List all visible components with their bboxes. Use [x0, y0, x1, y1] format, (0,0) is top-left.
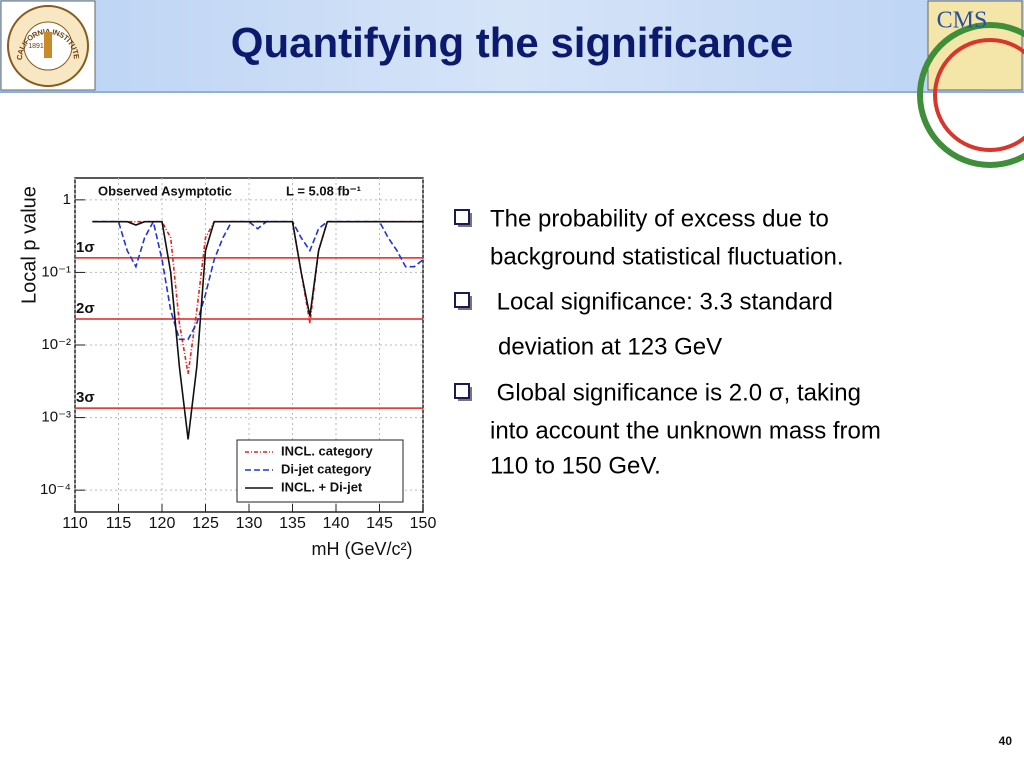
- bullet-text: Local significance: 3.3 standard: [490, 288, 833, 315]
- cms-logo: CMS: [917, 0, 1024, 168]
- sigma-label: 3σ: [76, 389, 95, 406]
- luminosity: L = 5.08 fb⁻¹: [286, 183, 361, 198]
- bullet-box: [454, 292, 470, 308]
- series-line: [92, 220, 423, 440]
- x-tick-label: 115: [106, 515, 132, 532]
- x-tick-label: 150: [410, 515, 437, 532]
- sigma-label: 1σ: [76, 239, 95, 256]
- chart: Observed Asymptotic L = 5.08 fb⁻¹ mH (Ge…: [18, 177, 437, 559]
- x-tick-label: 140: [323, 515, 350, 532]
- sigma-label: 2σ: [76, 300, 95, 317]
- legend-box: [236, 439, 404, 503]
- x-tick-label: 120: [149, 515, 176, 532]
- chart-annotation: Observed Asymptotic: [98, 183, 232, 198]
- legend-label: Di-jet category: [281, 461, 372, 476]
- x-tick-label: 130: [236, 515, 263, 532]
- y-tick-label: 10⁻¹: [41, 263, 71, 280]
- bullet-text: background statistical fluctuation.: [490, 243, 844, 270]
- y-tick-label: 10⁻⁴: [40, 481, 71, 498]
- y-tick-label: 10⁻³: [41, 409, 71, 426]
- bullet-text: 110 to 150 GeV.: [490, 452, 661, 479]
- bullet-text: The probability of excess due to: [490, 205, 829, 232]
- y-tick-label: 10⁻²: [41, 336, 71, 353]
- header-band: [0, 0, 1024, 92]
- bullet-box: [454, 209, 470, 225]
- logo-arc: [933, 38, 1024, 152]
- bullet-text: Global significance is 2.0 σ, taking: [490, 379, 861, 406]
- y-tick-label: 1: [63, 191, 71, 208]
- x-axis-label: mH (GeV/c²): [312, 539, 413, 559]
- x-tick-label: 135: [279, 515, 306, 532]
- bullet-list: The probability of excess due to backgrou…: [454, 205, 881, 479]
- legend-label: INCL. category: [281, 443, 374, 458]
- x-tick-label: 110: [62, 515, 88, 532]
- bullet-text: into account the unknown mass from: [490, 417, 881, 444]
- x-tick-label: 125: [192, 515, 219, 532]
- legend-label: INCL. + Di-jet: [281, 479, 363, 494]
- logo-year: 1891: [28, 43, 44, 50]
- bullet-text: deviation at 123 GeV: [498, 333, 722, 360]
- logo-torch: [44, 32, 52, 58]
- bullet-box: [454, 383, 470, 399]
- caltech-logo: CALIFORNIA INSTITUTE OF TECHNOLOGY 1891: [0, 0, 96, 91]
- logo-arc: [917, 22, 1024, 168]
- y-axis-label: Local p value: [18, 186, 40, 304]
- slide-title: Quantifying the significance: [231, 19, 793, 66]
- logo-text: CMS: [937, 8, 988, 34]
- x-tick-label: 145: [366, 515, 393, 532]
- page-number: 40: [999, 734, 1013, 748]
